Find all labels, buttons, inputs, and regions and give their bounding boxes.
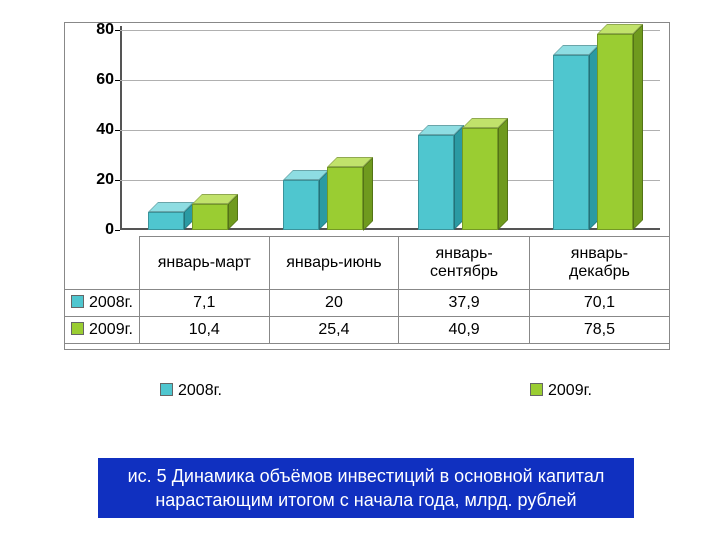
caption-line1: ис. 5 Динамика объёмов инвестиций в осно… (128, 466, 605, 486)
figure-root: 020406080 январь-мартянварь-июньянварь-с… (0, 0, 720, 540)
x-category-label: январь-сентябрь (399, 237, 530, 290)
bar-2008-1 (283, 180, 319, 230)
y-tick-mark (115, 30, 120, 31)
legend-swatch (160, 383, 173, 396)
chart-data-table: январь-мартянварь-июньянварь-сентябрьянв… (64, 236, 670, 344)
x-category-label: январь-декабрь (529, 237, 669, 290)
caption-line2: нарастающим итогом с начала года, млрд. … (155, 490, 576, 510)
y-tick-label: 80 (96, 21, 114, 39)
table-cell: 70,1 (529, 290, 669, 317)
x-category-label: январь-март (139, 237, 269, 290)
bar-2009-1 (327, 167, 363, 231)
bar-2008-0 (148, 212, 184, 230)
y-tick-label: 40 (96, 121, 114, 139)
chart-plot-area: 020406080 (120, 30, 660, 230)
legend-item: 2008г. (160, 382, 222, 400)
table-corner-blank (65, 237, 140, 290)
bar-2009-0 (192, 204, 228, 230)
y-tick-mark (115, 130, 120, 131)
y-tick-mark (115, 180, 120, 181)
table-cell: 78,5 (529, 317, 669, 344)
legend-swatch (71, 295, 84, 308)
table-cell: 37,9 (399, 290, 530, 317)
table-cell: 25,4 (269, 317, 399, 344)
figure-caption-banner: ис. 5 Динамика объёмов инвестиций в осно… (98, 458, 634, 518)
legend-swatch (71, 322, 84, 335)
bar-2008-3 (553, 55, 589, 230)
bar-2009-3 (597, 34, 633, 230)
y-axis (120, 26, 122, 230)
x-category-label: январь-июнь (269, 237, 399, 290)
bar-2009-2 (462, 128, 498, 230)
table-row-head: 2009г. (65, 317, 140, 344)
y-tick-label: 20 (96, 171, 114, 189)
table-cell: 40,9 (399, 317, 530, 344)
table-row-head: 2008г. (65, 290, 140, 317)
bar-2008-2 (418, 135, 454, 230)
table-cell: 10,4 (139, 317, 269, 344)
table-cell: 20 (269, 290, 399, 317)
y-tick-label: 60 (96, 71, 114, 89)
legend-item: 2009г. (530, 382, 592, 400)
table-cell: 7,1 (139, 290, 269, 317)
gridline (120, 30, 660, 31)
y-tick-mark (115, 230, 120, 231)
y-tick-mark (115, 80, 120, 81)
legend-swatch (530, 383, 543, 396)
